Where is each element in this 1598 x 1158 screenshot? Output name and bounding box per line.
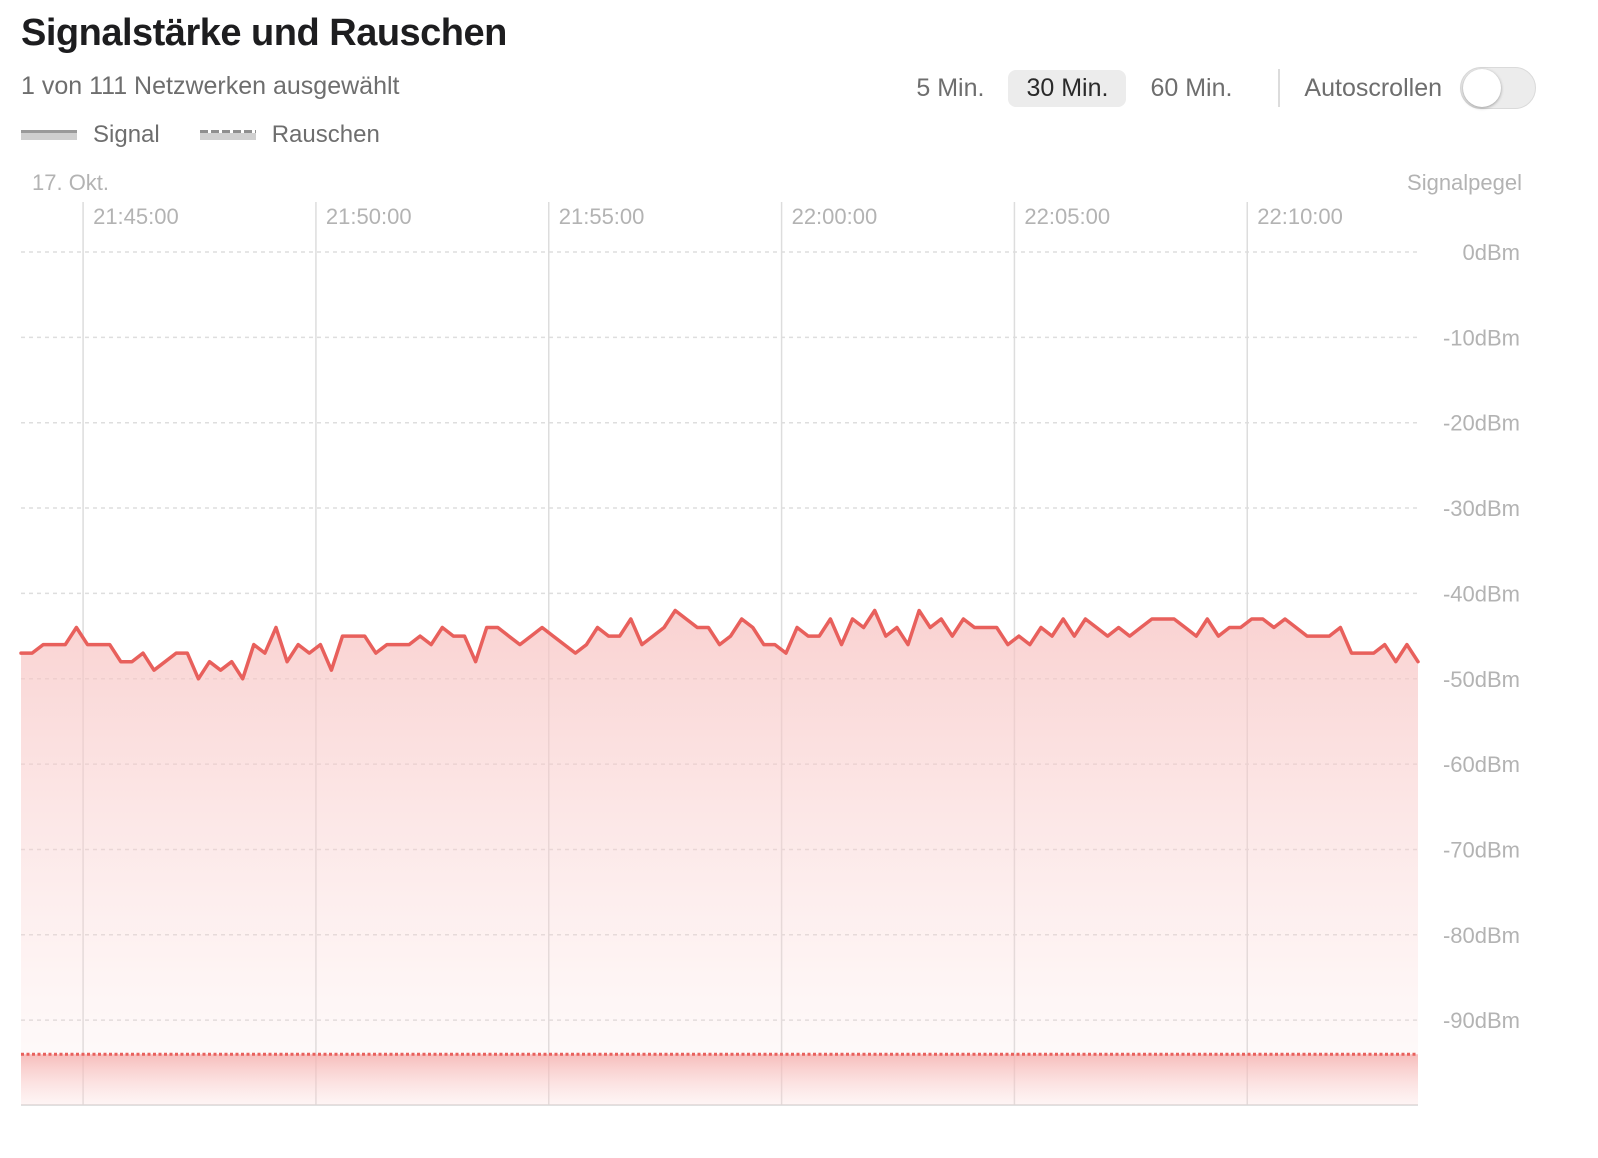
signal-line bbox=[19, 608, 1420, 681]
y-tick-label: -80dBm bbox=[1443, 923, 1520, 948]
range-30-min-button[interactable]: 30 Min. bbox=[1008, 69, 1127, 107]
noise-area bbox=[21, 1054, 1418, 1105]
autoscroll-label: Autoscrollen bbox=[1304, 73, 1442, 102]
x-tick-label: 21:45:00 bbox=[93, 204, 179, 229]
y-tick-label: -20dBm bbox=[1443, 411, 1520, 436]
legend-solid-line-icon bbox=[21, 130, 77, 140]
y-axis-title: Signalpegel bbox=[1407, 170, 1522, 195]
y-tick-label: -10dBm bbox=[1443, 325, 1520, 350]
legend-noise-label: Rauschen bbox=[271, 121, 380, 148]
x-tick-label: 21:55:00 bbox=[559, 204, 645, 229]
y-tick-label: -30dBm bbox=[1443, 496, 1520, 521]
range-60-min-button[interactable]: 60 Min. bbox=[1150, 73, 1233, 102]
network-selection-count: 1 von 111 Netzwerken ausgewählt bbox=[21, 72, 400, 100]
y-tick-label: -70dBm bbox=[1443, 837, 1520, 862]
legend-dashed-line-icon bbox=[199, 130, 256, 140]
y-tick-label: -90dBm bbox=[1443, 1008, 1520, 1033]
signal-area bbox=[21, 610, 1418, 1105]
date-label: 17. Okt. bbox=[32, 170, 109, 195]
legend-item-signal: Signal bbox=[21, 121, 160, 149]
y-tick-label: -60dBm bbox=[1443, 752, 1520, 777]
y-tick-label: 0dBm bbox=[1463, 240, 1520, 265]
x-tick-label: 22:00:00 bbox=[792, 204, 878, 229]
controls-divider bbox=[1278, 69, 1281, 107]
toggle-knob bbox=[1463, 69, 1501, 107]
x-tick-label: 21:50:00 bbox=[326, 204, 412, 229]
y-tick-label: -40dBm bbox=[1443, 581, 1520, 606]
y-tick-label: -50dBm bbox=[1443, 667, 1520, 692]
chart-legend: Signal Rauschen bbox=[21, 120, 420, 150]
page-title: Signalstärke und Rauschen bbox=[21, 12, 507, 54]
autoscroll-toggle[interactable] bbox=[1460, 67, 1536, 109]
range-5-min-button[interactable]: 5 Min. bbox=[916, 73, 985, 102]
x-tick-label: 22:10:00 bbox=[1257, 204, 1343, 229]
chart-controls: 5 Min. 30 Min. 60 Min. Autoscrollen bbox=[892, 66, 1536, 110]
signal-noise-chart: 17. Okt. Signalpegel 0dBm -10dBm -20dBm -30… bbox=[19, 170, 1522, 1106]
legend-signal-label: Signal bbox=[93, 121, 160, 148]
legend-item-noise: Rauschen bbox=[199, 121, 380, 149]
x-tick-label: 22:05:00 bbox=[1024, 204, 1110, 229]
